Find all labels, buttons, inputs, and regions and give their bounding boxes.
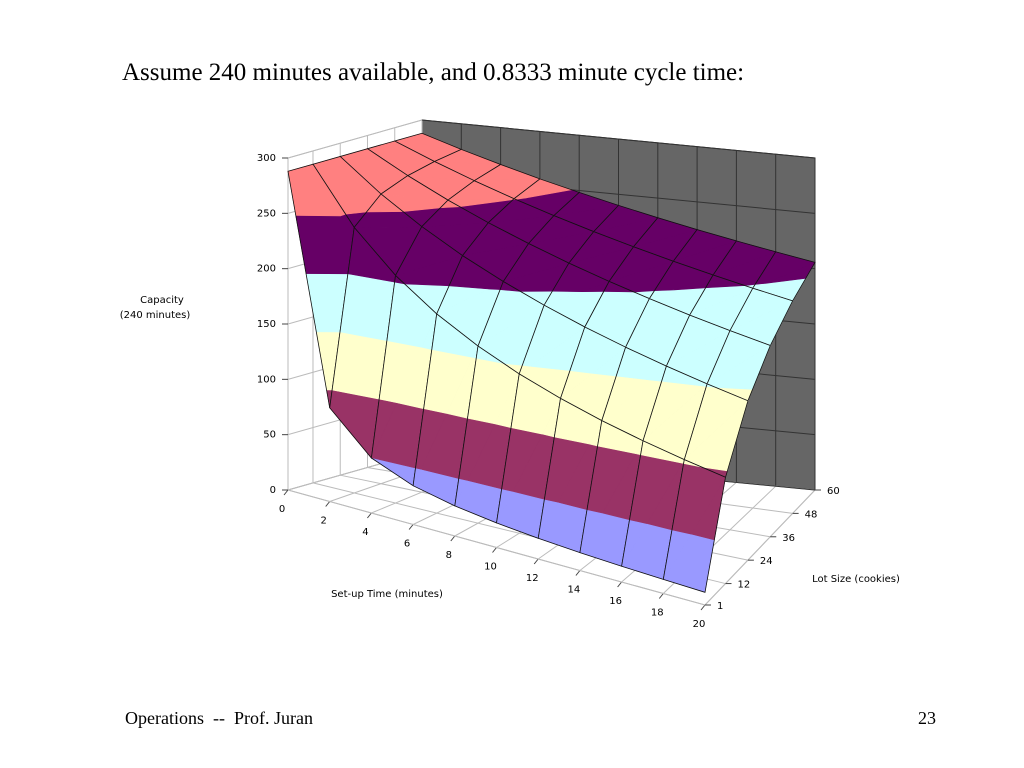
- z-tick-label: 150: [257, 319, 276, 330]
- z-tick-label: 300: [257, 153, 276, 164]
- x-tick: [533, 558, 539, 565]
- surface-cell: [662, 459, 726, 593]
- z-axis-title: Capacity: [140, 295, 184, 306]
- x-tick: [700, 604, 706, 611]
- y-axis-title: Lot Size (cookies): [812, 574, 900, 585]
- z-tick-label: 100: [257, 374, 276, 385]
- x-tick: [325, 501, 331, 507]
- x-tick: [658, 593, 664, 599]
- y-tick-label: 48: [805, 509, 818, 520]
- z-tick-label: 200: [257, 264, 276, 275]
- grid-line: [287, 119, 423, 159]
- x-tick: [492, 547, 497, 553]
- y-tick-label: 36: [782, 533, 795, 544]
- x-tick-label: 6: [404, 539, 410, 550]
- x-tick-label: 12: [526, 573, 539, 584]
- x-tick-label: 0: [279, 504, 285, 515]
- y-tick-label: 12: [738, 580, 751, 591]
- z-tick-label: 0: [270, 485, 276, 496]
- x-tick-label: 14: [568, 585, 581, 596]
- page-number: 23: [918, 708, 936, 728]
- x-tick: [575, 570, 581, 576]
- x-tick-label: 4: [362, 527, 368, 538]
- x-axis-title: Set-up Time (minutes): [331, 589, 443, 600]
- z-tick-label: 50: [263, 430, 276, 441]
- x-tick: [367, 512, 372, 519]
- floor-grid-line: [704, 489, 816, 606]
- x-tick-label: 2: [321, 516, 327, 527]
- x-tick: [283, 489, 289, 496]
- x-tick-label: 18: [651, 608, 664, 619]
- y-tick-label: 24: [760, 556, 773, 567]
- x-tick-label: 20: [693, 619, 706, 630]
- x-tick-label: 16: [609, 596, 622, 607]
- x-tick: [617, 581, 622, 588]
- x-tick: [450, 535, 456, 542]
- x-tick: [408, 524, 414, 530]
- z-tick-label: 250: [257, 208, 276, 219]
- slide-title: Assume 240 minutes available, and 0.8333…: [122, 59, 744, 86]
- z-axis-title: (240 minutes): [120, 310, 191, 321]
- footer: Operations -- Prof. Juran: [125, 708, 313, 728]
- y-tick-label: 60: [827, 486, 840, 497]
- x-tick-label: 8: [446, 550, 452, 561]
- floor-grid-line: [287, 489, 706, 606]
- grid-line: [421, 119, 816, 159]
- x-tick-label: 10: [484, 562, 497, 573]
- y-tick-label: 1: [717, 601, 723, 612]
